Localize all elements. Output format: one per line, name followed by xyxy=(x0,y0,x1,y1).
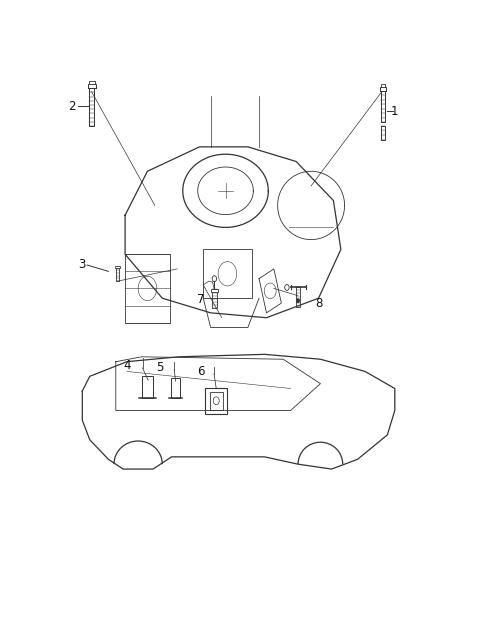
Bar xyxy=(115,266,120,268)
Bar xyxy=(203,249,252,298)
Bar xyxy=(381,126,385,139)
Text: 7: 7 xyxy=(197,293,204,306)
Bar xyxy=(116,268,119,281)
Text: 2: 2 xyxy=(69,100,76,113)
Circle shape xyxy=(296,298,300,303)
Bar xyxy=(296,287,300,306)
Bar xyxy=(212,289,217,308)
Bar xyxy=(211,289,218,292)
Text: 3: 3 xyxy=(78,257,85,271)
Bar xyxy=(210,392,223,410)
Bar xyxy=(88,81,95,84)
Bar xyxy=(125,254,170,323)
Bar xyxy=(171,378,180,398)
Bar xyxy=(142,377,153,398)
Text: 4: 4 xyxy=(123,359,131,372)
Text: 6: 6 xyxy=(197,365,204,378)
Text: 5: 5 xyxy=(156,361,163,374)
Bar xyxy=(89,88,95,126)
Bar xyxy=(380,87,385,91)
Text: 8: 8 xyxy=(315,297,323,309)
Bar xyxy=(381,84,385,87)
Bar xyxy=(88,84,96,88)
Bar xyxy=(205,387,228,415)
Text: 1: 1 xyxy=(391,105,398,118)
Bar xyxy=(381,91,385,122)
